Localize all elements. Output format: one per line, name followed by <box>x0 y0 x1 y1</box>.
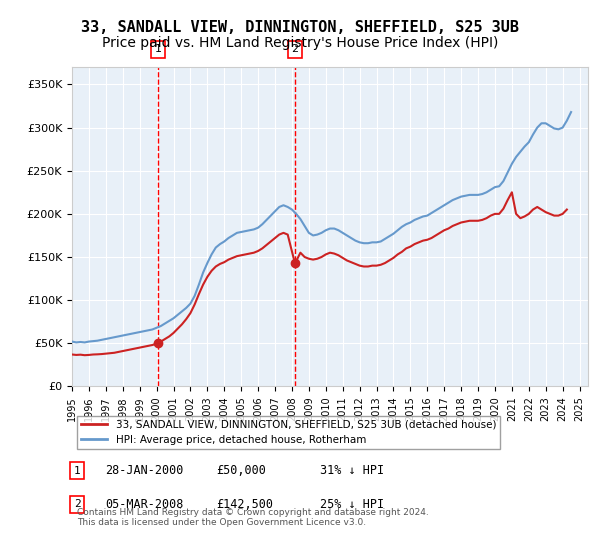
Text: 1: 1 <box>74 466 80 476</box>
Text: 05-MAR-2008: 05-MAR-2008 <box>106 498 184 511</box>
Text: 33, SANDALL VIEW, DINNINGTON, SHEFFIELD, S25 3UB: 33, SANDALL VIEW, DINNINGTON, SHEFFIELD,… <box>81 20 519 35</box>
Text: £142,500: £142,500 <box>217 498 274 511</box>
Text: 1: 1 <box>154 44 161 54</box>
Text: 2: 2 <box>74 500 80 510</box>
Text: 28-JAN-2000: 28-JAN-2000 <box>106 464 184 477</box>
Text: £50,000: £50,000 <box>217 464 266 477</box>
Text: 25% ↓ HPI: 25% ↓ HPI <box>320 498 384 511</box>
Text: 31% ↓ HPI: 31% ↓ HPI <box>320 464 384 477</box>
Text: 2: 2 <box>292 44 299 54</box>
Text: Price paid vs. HM Land Registry's House Price Index (HPI): Price paid vs. HM Land Registry's House … <box>102 36 498 50</box>
Text: Contains HM Land Registry data © Crown copyright and database right 2024.
This d: Contains HM Land Registry data © Crown c… <box>77 508 429 528</box>
Legend: 33, SANDALL VIEW, DINNINGTON, SHEFFIELD, S25 3UB (detached house), HPI: Average : 33, SANDALL VIEW, DINNINGTON, SHEFFIELD,… <box>77 416 500 449</box>
